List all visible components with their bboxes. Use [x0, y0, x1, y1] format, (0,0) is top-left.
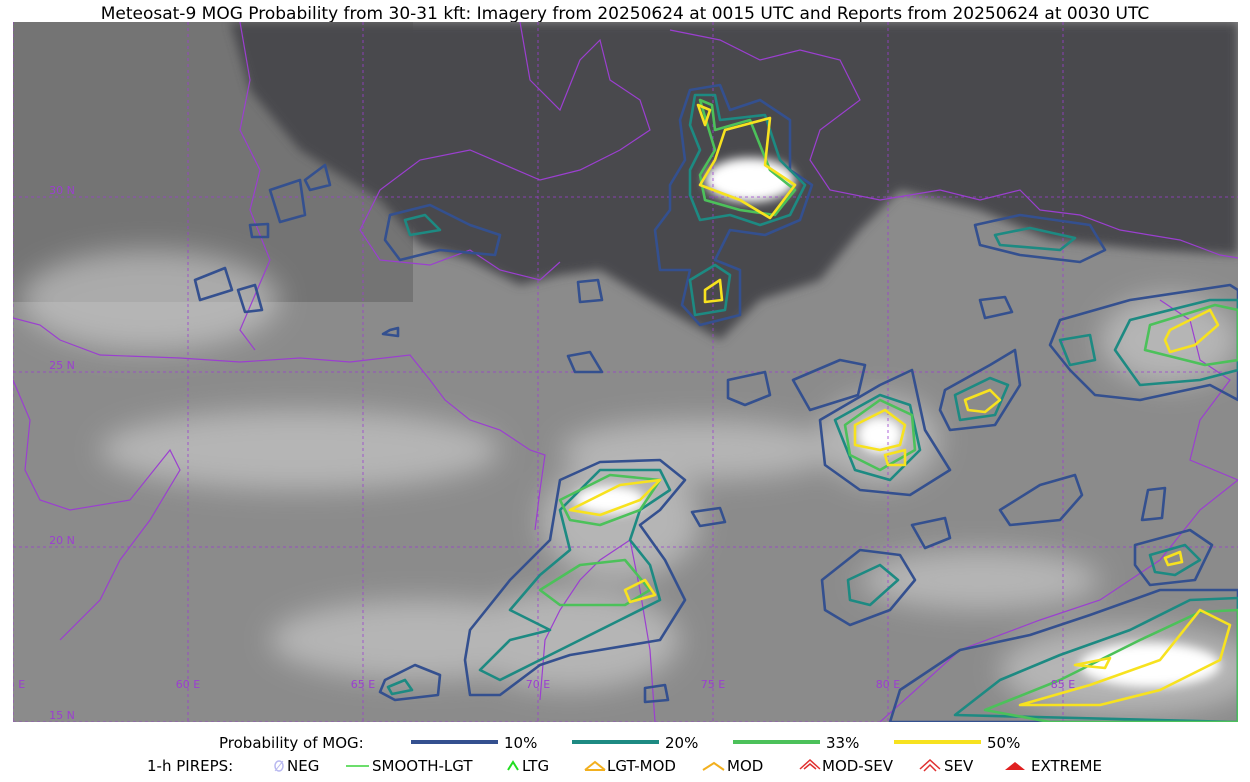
longitude-label: 55 E — [1, 678, 25, 691]
legend-title: 1-h PIREPS: — [147, 757, 233, 775]
longitude-label: 65 E — [351, 678, 375, 691]
pirep-symbol — [702, 761, 725, 771]
latitude-label: 20 N — [49, 534, 75, 547]
pirep-symbol — [1005, 762, 1025, 770]
graticule — [13, 22, 1238, 722]
satellite-imagery: 55 E 60 E 65 E 70 E 75 E 80 E 85 E 30 N 25 N 20 N… — [1, 22, 1238, 722]
legend-label: SEV — [944, 757, 974, 775]
latitude-label: 30 N — [49, 184, 75, 197]
legend-label: EXTREME — [1031, 757, 1102, 775]
longitude-label: 75 E — [701, 678, 725, 691]
longitude-label: 80 E — [876, 678, 900, 691]
pirep-symbol — [507, 760, 519, 771]
legend-label: MOD — [727, 757, 763, 775]
legend: Probability of MOG: 10% 20% 33% 50% 1-h PIREP… — [147, 734, 1102, 775]
pirep-symbol — [799, 758, 821, 770]
pirep-symbol — [584, 760, 606, 771]
longitude-label: 60 E — [176, 678, 200, 691]
legend-title: Probability of MOG: — [219, 734, 364, 752]
legend-label: LGT-MOD — [607, 757, 676, 775]
legend-label: 10% — [504, 734, 537, 752]
graticule-labels: 55 E 60 E 65 E 70 E 75 E 80 E 85 E 30 N 25 N 20 N… — [1, 184, 1075, 722]
probability-contours — [193, 83, 1238, 722]
legend-label: MOD-SEV — [822, 757, 894, 775]
legend-label: 20% — [665, 734, 698, 752]
pirep-symbol — [274, 760, 284, 772]
pirep-symbol — [919, 758, 941, 772]
longitude-label: 70 E — [526, 678, 550, 691]
coastlines-and-borders — [13, 22, 1238, 722]
latitude-label: 15 N — [49, 709, 75, 722]
longitude-label: 85 E — [1051, 678, 1075, 691]
legend-label: NEG — [287, 757, 319, 775]
legend-label: 50% — [987, 734, 1020, 752]
legend-label: LTG — [522, 757, 549, 775]
legend-label: 33% — [826, 734, 859, 752]
title: Meteosat-9 MOG Probability from 30-31 kf… — [101, 4, 1150, 24]
latitude-label: 25 N — [49, 359, 75, 372]
legend-label: SMOOTH-LGT — [372, 757, 473, 775]
